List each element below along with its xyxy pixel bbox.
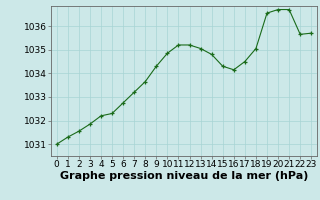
X-axis label: Graphe pression niveau de la mer (hPa): Graphe pression niveau de la mer (hPa) [60, 171, 308, 181]
